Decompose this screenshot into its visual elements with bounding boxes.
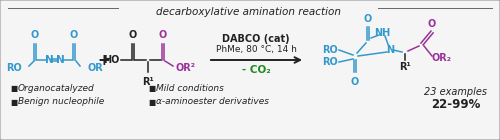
- Text: 23 examples: 23 examples: [424, 87, 488, 97]
- Text: DABCO (cat): DABCO (cat): [222, 34, 290, 44]
- Text: O: O: [364, 14, 372, 24]
- Text: ■: ■: [10, 83, 17, 93]
- Text: R¹: R¹: [399, 62, 411, 72]
- Text: Organocatalyzed: Organocatalyzed: [18, 83, 95, 93]
- Text: N: N: [386, 45, 394, 55]
- Text: N: N: [44, 55, 54, 65]
- Text: O: O: [70, 30, 78, 40]
- Text: OR₂: OR₂: [432, 53, 452, 63]
- Text: RO: RO: [6, 63, 22, 73]
- Text: Mild conditions: Mild conditions: [156, 83, 224, 93]
- Text: R¹: R¹: [142, 77, 154, 87]
- Text: O: O: [159, 30, 167, 40]
- Text: OR: OR: [87, 63, 103, 73]
- Text: - CO₂: - CO₂: [242, 65, 270, 75]
- Text: O: O: [428, 19, 436, 29]
- Text: N: N: [56, 55, 64, 65]
- Text: ■: ■: [148, 97, 155, 107]
- Text: decarboxylative amination reaction: decarboxylative amination reaction: [156, 7, 340, 17]
- Text: O: O: [129, 30, 137, 40]
- Text: O: O: [31, 30, 39, 40]
- Text: HO: HO: [104, 55, 120, 65]
- Text: RO: RO: [322, 57, 338, 67]
- Text: RO: RO: [322, 45, 338, 55]
- Text: ■: ■: [10, 97, 17, 107]
- Text: NH: NH: [374, 28, 390, 38]
- Text: ■: ■: [148, 83, 155, 93]
- Text: Benign nucleophile: Benign nucleophile: [18, 97, 104, 107]
- Text: PhMe, 80 °C, 14 h: PhMe, 80 °C, 14 h: [216, 45, 296, 53]
- Text: α-aminoester derivatives: α-aminoester derivatives: [156, 97, 269, 107]
- Text: 22-99%: 22-99%: [432, 97, 480, 110]
- Text: +: +: [98, 52, 110, 67]
- Text: O: O: [351, 77, 359, 87]
- Text: OR²: OR²: [176, 63, 196, 73]
